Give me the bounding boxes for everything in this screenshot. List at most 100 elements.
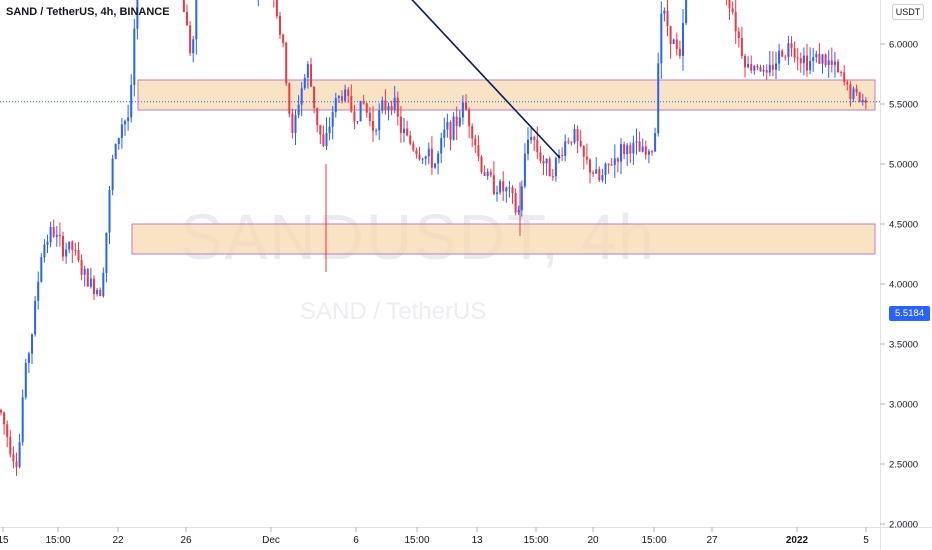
candle-body (96, 289, 99, 295)
time-tick-label: 15:00 (45, 535, 70, 546)
candle-body (34, 300, 37, 335)
candle-body (564, 141, 567, 156)
price-tick-label: 4.5000 (889, 220, 918, 231)
candle-body (579, 141, 582, 147)
candle-body (192, 39, 195, 54)
candle-body (24, 362, 27, 398)
candle-body (409, 135, 412, 144)
price-tick-label: 2.5000 (889, 460, 918, 471)
candle-body (437, 153, 440, 164)
candle-body (592, 172, 595, 174)
candle-body (641, 146, 644, 152)
candle-body (796, 57, 799, 59)
candle-body (824, 54, 827, 66)
candle-body (303, 77, 306, 89)
time-tick-label: 15:00 (404, 535, 429, 546)
candle-body (489, 171, 492, 176)
candle-body (548, 158, 551, 177)
candle-body (517, 210, 520, 213)
candle-body (136, 0, 139, 29)
candle-body (108, 190, 111, 233)
candle-body (784, 56, 787, 58)
candle-body (458, 117, 461, 127)
candle-body (328, 126, 331, 134)
candle-body (657, 63, 660, 134)
price-tick-label: 5.0000 (889, 160, 918, 171)
candle-body (554, 158, 557, 177)
candle-body (362, 100, 365, 104)
candle-body (49, 226, 52, 243)
currency-selector[interactable]: USDT (892, 4, 924, 20)
candle-body (505, 187, 508, 192)
candle-body (750, 64, 753, 71)
candle-body (83, 268, 86, 275)
candle-body (102, 273, 105, 297)
descending-trendline (411, 0, 561, 159)
candle-body (331, 112, 334, 127)
candle-body (551, 176, 554, 178)
candle-body (399, 116, 402, 134)
candle-body (406, 128, 409, 136)
time-tick-label: 15 (0, 535, 9, 546)
candle-body (744, 55, 746, 68)
candle-body (285, 42, 288, 84)
candle-body (124, 121, 126, 125)
candle-body (427, 148, 430, 157)
candle-body (607, 163, 610, 165)
candle-body (861, 100, 864, 103)
candle-body (787, 43, 790, 58)
candle-body (449, 122, 452, 140)
candle-body (858, 92, 861, 103)
candle-body (133, 28, 136, 85)
candle-body (533, 137, 536, 140)
candle-body (3, 412, 6, 425)
price-tick-label: 3.0000 (889, 400, 918, 411)
candle-body (539, 152, 542, 161)
candle-body (471, 126, 474, 139)
candle-body (864, 100, 867, 103)
candle-body (647, 151, 650, 155)
candle-body (799, 58, 802, 64)
candle-body (40, 257, 43, 282)
candle-body (105, 232, 108, 274)
candle-body (316, 108, 319, 126)
candle-body (576, 128, 579, 142)
candle-body (89, 278, 92, 287)
candle-body (843, 72, 846, 83)
candle-body (840, 72, 843, 74)
candle-body (499, 181, 502, 193)
candle-body (589, 159, 591, 173)
candle-body (837, 61, 839, 73)
candle-body (347, 89, 350, 96)
candle-body (282, 34, 285, 43)
candle-body (821, 54, 824, 64)
candle-body (378, 110, 381, 131)
price-tick-label: 3.5000 (889, 340, 918, 351)
candle-body (86, 268, 89, 287)
candle-body (443, 129, 446, 138)
candle-body (62, 236, 64, 257)
candle-body (186, 11, 188, 26)
time-tick-label: 2022 (786, 535, 809, 546)
candle-body (771, 64, 774, 70)
candle-body (492, 175, 495, 195)
candle-body (350, 95, 353, 112)
price-tick-label: 4.0000 (889, 280, 918, 291)
candle-body (313, 86, 316, 109)
candle-body (604, 163, 607, 176)
candle-body (756, 65, 759, 68)
candle-body (393, 97, 396, 110)
candle-body (477, 145, 480, 157)
candle-body (765, 69, 768, 73)
time-tick-label: 5 (863, 535, 869, 546)
candle-body (849, 84, 852, 100)
candle-body (734, 12, 737, 32)
candle-body (812, 57, 815, 61)
candle-body (396, 97, 399, 117)
candle-body (855, 88, 858, 93)
candle-body (80, 260, 83, 275)
candle-body (846, 82, 849, 85)
candle-body (616, 158, 619, 162)
